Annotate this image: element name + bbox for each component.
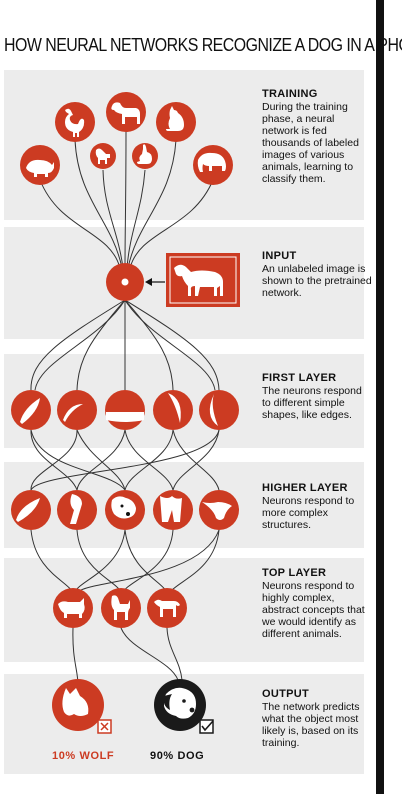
- connector: [102, 169, 124, 269]
- connector: [127, 139, 177, 269]
- connector: [120, 627, 179, 681]
- connector: [30, 429, 220, 491]
- connector: [30, 529, 74, 593]
- stage-body: Neurons respond to highly complex, abstr…: [262, 580, 365, 640]
- check-mark: [199, 719, 214, 734]
- output-wolf-label: 10% WOLF: [52, 750, 115, 762]
- structure-neuron: [199, 490, 239, 530]
- training-icons: [20, 92, 233, 185]
- connector: [30, 429, 78, 491]
- connector: [172, 429, 220, 491]
- edge-neuron: [153, 390, 193, 430]
- connector: [124, 299, 220, 391]
- connector: [34, 299, 126, 391]
- structure-neuron: [11, 490, 51, 530]
- stage-output: OUTPUT The network predicts what the obj…: [262, 688, 372, 749]
- connector: [124, 429, 174, 491]
- connector: [30, 429, 78, 491]
- connector: [77, 529, 220, 593]
- input-image: [166, 253, 240, 307]
- stage-top-layer: TOP LAYER Neurons respond to highly comp…: [262, 567, 372, 640]
- stage-heading: OUTPUT: [262, 688, 310, 700]
- connector: [74, 529, 126, 593]
- wolf-head-icon: [62, 688, 89, 716]
- small-dog-icon: [90, 143, 116, 169]
- training-band: [4, 70, 364, 220]
- edge-neuron: [57, 390, 97, 430]
- connector: [124, 129, 127, 269]
- edge-neuron: [11, 390, 51, 430]
- stage-heading: FIRST LAYER: [262, 372, 337, 384]
- connector: [30, 299, 126, 391]
- rabbit-icon: [132, 143, 158, 169]
- page-title: HOW NEURAL NETWORKS RECOGNIZE A DOG IN A…: [4, 34, 402, 55]
- connector: [39, 179, 121, 269]
- stage-heading: INPUT: [262, 250, 297, 262]
- structure-neuron: [105, 490, 145, 530]
- stage-higher-layer: HIGHER LAYER Neurons respond to more com…: [262, 482, 372, 531]
- arrow-head-icon: [145, 278, 152, 286]
- connector: [166, 627, 183, 681]
- output-dog-label: 90% DOG: [150, 750, 205, 762]
- higher-layer-neurons: [11, 490, 239, 530]
- structure-neuron: [57, 490, 97, 530]
- horse-icon: [147, 588, 187, 628]
- output-wolf: [52, 679, 112, 734]
- connector: [124, 299, 174, 391]
- stage-body: An unlabeled image is shown to the pretr…: [262, 263, 372, 299]
- dog-photo-icon: [174, 264, 223, 296]
- connector: [74, 139, 123, 269]
- pig-icon: [20, 145, 60, 185]
- dog-icon: [106, 92, 146, 132]
- cat-icon: [156, 102, 196, 142]
- connector: [76, 529, 122, 593]
- stage-heading: HIGHER LAYER: [262, 482, 348, 494]
- stage-input: INPUT An unlabeled image is shown to the…: [262, 250, 372, 299]
- stage-heading: TRAINING: [262, 88, 318, 100]
- connector: [76, 429, 126, 491]
- edge-neuron: [105, 390, 145, 430]
- connector: [30, 429, 126, 491]
- connector: [124, 299, 216, 391]
- stage-body: The network predicts what the object mos…: [262, 701, 360, 749]
- structure-neuron: [153, 490, 193, 530]
- stage-heading: TOP LAYER: [262, 567, 327, 579]
- stage-first-layer: FIRST LAYER The neurons respond to diffe…: [262, 372, 372, 421]
- first-layer-neurons: [11, 390, 239, 430]
- input-neuron: [106, 263, 144, 301]
- connector: [72, 627, 79, 686]
- stage-body: The neurons respond to different simple …: [262, 385, 362, 421]
- connector: [124, 429, 174, 491]
- stage-body: Neurons respond to more complex structur…: [262, 495, 355, 531]
- connector: [76, 299, 126, 391]
- connector: [169, 529, 220, 593]
- rooster-icon: [55, 102, 95, 142]
- connector: [122, 529, 174, 593]
- dog-head-icon: [164, 687, 196, 719]
- wolf-icon: [53, 588, 93, 628]
- connector: [76, 429, 126, 491]
- elephant-icon: [193, 145, 233, 185]
- stage-training: TRAINING During the training phase, a ne…: [262, 88, 372, 185]
- edge-neuron: [199, 390, 239, 430]
- connector: [172, 429, 220, 491]
- stage-body: During the training phase, a neural netw…: [262, 101, 359, 185]
- output-dog: [154, 679, 214, 734]
- top-layer-neurons: [53, 588, 187, 628]
- connector: [126, 169, 146, 269]
- connector: [129, 179, 214, 269]
- dog-icon: [101, 588, 141, 628]
- connections: [30, 129, 220, 686]
